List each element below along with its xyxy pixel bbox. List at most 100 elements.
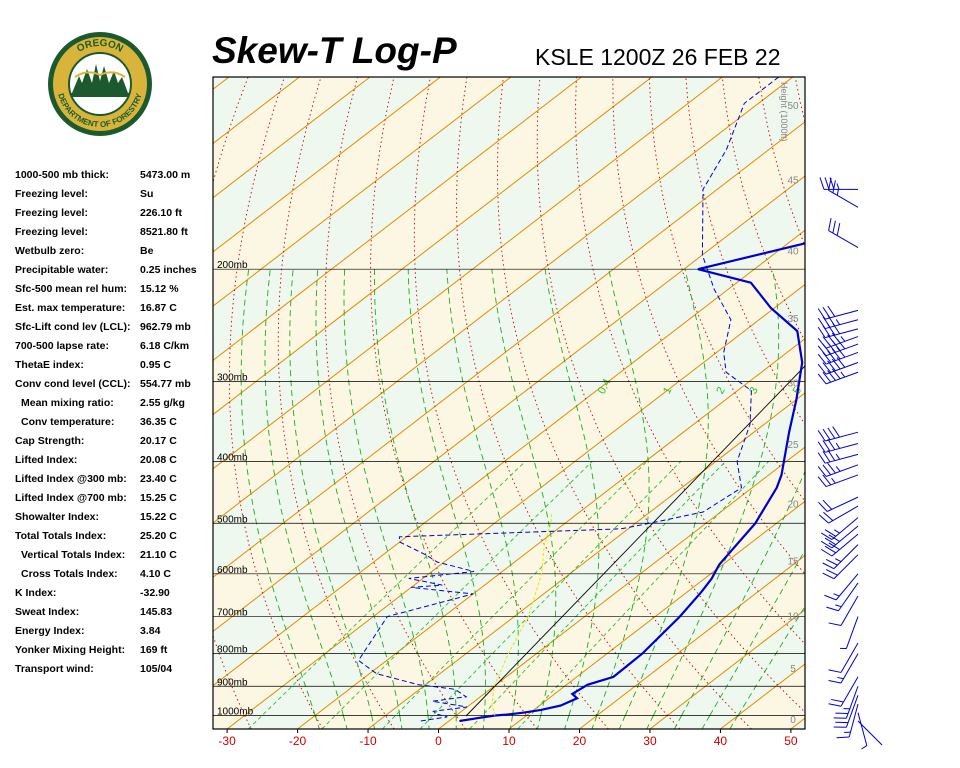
wind-barb-half-flag [833,529,840,534]
wind-barb-flag [836,223,841,236]
wind-barb-flag [824,537,837,546]
stat-label: Freezing level: [15,188,88,200]
wind-barb-half-flag [835,453,841,460]
x-tick-label: -20 [289,734,307,748]
dry-adiabat [497,77,752,729]
mixing-ratio-label: 1 [661,385,674,396]
wind-barb-staff [840,676,859,707]
height-tick-label: 45 [787,176,799,187]
wind-barb-staff [825,474,859,488]
wind-barb-staff [848,704,859,738]
wind-barb-flag [826,606,839,612]
wind-barb-flag [817,337,827,349]
dry-adiabat [868,77,960,729]
wind-barb [828,218,859,249]
wind-barb-staff [831,517,859,540]
wind-barb-flag [817,466,827,477]
wind-barb-flag [820,532,833,540]
height-tick-label: 0 [790,715,796,726]
logo-top-text: OREGON [75,38,125,55]
moist-adiabat [371,715,375,729]
wind-barb-flag [817,441,826,453]
isotherm-line [213,77,794,524]
wind-barb-flag [824,177,830,190]
stat-value: 15.22 C [140,511,177,523]
wind-barb [836,704,859,739]
stat-value: 0.95 C [140,359,171,371]
wind-barb [817,368,859,385]
mixing-ratio-line [247,461,526,729]
wind-barb [828,642,859,673]
dry-adiabat [794,77,805,125]
x-tick-label: -30 [218,734,236,748]
wind-barb-flag [820,548,833,557]
stat-label: ThetaE index: [15,359,84,371]
stat-value: 169 ft [140,644,168,656]
stat-label: Showalter Index: [15,511,100,523]
x-tick-label: -10 [359,734,377,748]
wind-barb [817,332,859,349]
stat-row: Yonker Mixing Height: 169 ft [15,644,210,663]
wind-barb [817,438,859,453]
wind-barb-half-flag [835,604,842,608]
moist-adiabat [729,715,739,729]
moist-adiabat [399,715,403,729]
stat-value: 15.25 C [140,492,177,504]
moist-adiabat [591,715,598,729]
stat-label: Conv cond level (CCL): [15,378,131,390]
stat-label: Wetbulb zero: [15,245,85,257]
wind-barb-flag [822,572,835,580]
isotherm-line [213,77,512,307]
stat-label: 1000-500 mb thick: [15,169,109,181]
wind-barb [826,582,859,612]
stat-label: Lifted Index: [15,454,78,466]
wind-barb-flag [827,370,836,381]
wind-barb [817,338,859,357]
wind-barb [820,517,859,540]
isotherm-band [213,230,805,729]
wind-barb-half-flag [835,466,841,472]
dry-adiabat [126,77,212,729]
wind-barb-flag [831,358,841,370]
wind-barb-flag [831,698,844,703]
stat-value: 25.20 C [140,530,177,542]
height-tick-label: 10 [787,611,799,622]
wind-barb-half-flag [835,319,841,325]
height-tick-label: 15 [787,556,799,567]
wind-barb-flag [827,427,836,439]
wind-barb [857,720,883,746]
wind-barb-half-flag [840,336,846,342]
wind-barb-flag [822,440,831,452]
dry-adiabat [941,77,960,729]
isotherm-line [213,229,805,687]
stat-value: Be [140,245,154,257]
stat-value: 20.17 C [140,435,177,447]
chart-subtitle: KSLE 1200Z 26 FEB 22 [535,44,781,70]
stat-value: 962.79 mb [140,321,191,333]
height-tick-label: 25 [787,440,799,451]
stat-row: Vertical Totals Index: 21.10 C [15,549,210,568]
wind-barb-flag [832,220,836,234]
wind-barb [817,462,859,477]
wind-barb-flag [822,362,832,373]
wind-barb-staff [845,686,859,719]
wind-barb-staff [857,712,868,746]
moist-adiabat [618,715,626,729]
isotherm-line [579,554,805,729]
stat-value: 3.84 [140,625,161,637]
wind-barb-flag [817,373,827,385]
mixing-ratio-line [517,461,769,729]
stat-label: Lifted Index @700 mb: [15,492,127,504]
stat-value: 20.08 C [140,454,177,466]
wind-barb-flag [822,336,832,347]
wind-barb-flag [828,703,842,707]
isotherm-line [649,609,805,729]
dry-adiabat [213,77,252,729]
stat-row: Freezing level: 8521.80 ft [15,226,210,245]
dry-adiabat [413,77,609,729]
stat-row: ThetaE index: 0.95 C [15,359,210,378]
pressure-label: 1000mb [217,706,254,717]
wind-barb-flag [818,514,829,524]
wind-barb-staff [825,431,859,442]
dry-adiabat [277,77,395,729]
